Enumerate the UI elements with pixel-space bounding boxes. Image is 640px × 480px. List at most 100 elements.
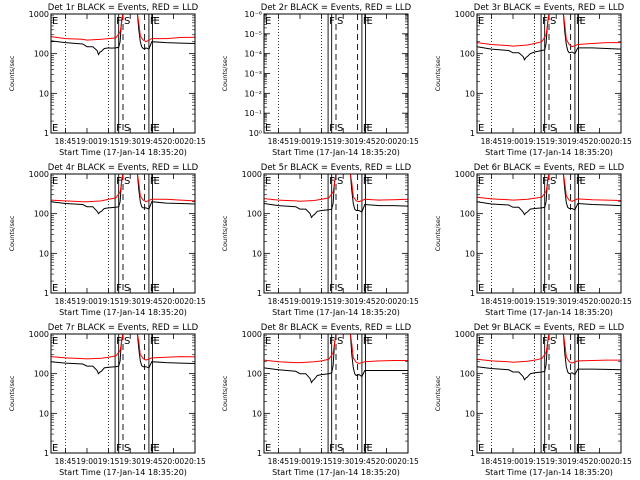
- y-tick-label: 10: [39, 249, 49, 258]
- marker-label: E: [52, 176, 58, 187]
- panel-det-2: Det 2r BLACK = Events, RED = LLD Start Ti…: [221, 3, 419, 157]
- y-tick-label: 100: [460, 50, 475, 59]
- marker-label-bottom: E: [367, 123, 373, 134]
- marker-label-bottom: S: [550, 123, 556, 134]
- x-tick-label: 19:15: [98, 137, 120, 146]
- y-tick-label: 1: [257, 289, 262, 298]
- x-axis-label: Start Time (17-Jan-14 18:35:20): [485, 468, 613, 477]
- series-events: [477, 174, 621, 216]
- x-tick-label: 19:30: [545, 137, 567, 146]
- y-axis-label: Counts/sec: [221, 375, 229, 411]
- marker-label-bottom: E: [52, 123, 58, 134]
- x-tick-label: 19:00: [76, 297, 98, 306]
- x-tick-label: 18:45: [55, 457, 77, 466]
- x-tick-label: 20:15: [397, 297, 419, 306]
- marker-label: S: [550, 176, 556, 187]
- x-tick-label: 19:00: [76, 457, 98, 466]
- x-axis-label: Start Time (17-Jan-14 18:35:20): [485, 148, 613, 157]
- x-tick-label: 19:00: [289, 297, 311, 306]
- marker-label-bottom: E: [265, 443, 271, 454]
- marker-label-bottom: E: [478, 123, 484, 134]
- marker-label-bottom: E: [580, 123, 586, 134]
- panel-det-9: Det 9r BLACK = Events, RED = LLD Start Ti…: [434, 323, 632, 477]
- y-tick-label: 1: [470, 129, 475, 138]
- y-tick-label: 10⁻⁵: [244, 30, 262, 39]
- x-tick-label: 18:45: [55, 137, 77, 146]
- y-tick-label: 1: [44, 129, 49, 138]
- y-tick-label: 10⁰: [249, 129, 262, 138]
- marker-label: E: [265, 176, 271, 187]
- x-tick-label: 18:45: [268, 297, 290, 306]
- x-tick-label: 19:45: [141, 137, 163, 146]
- x-tick-label: 20:15: [397, 137, 419, 146]
- panel-title: Det 5r BLACK = Events, RED = LLD: [261, 163, 412, 173]
- x-tick-label: 18:45: [481, 457, 503, 466]
- x-tick-label: 19:45: [354, 137, 376, 146]
- x-tick-label: 19:45: [141, 457, 163, 466]
- marker-label: E: [265, 16, 271, 27]
- panel-title: Det 1r BLACK = Events, RED = LLD: [48, 3, 199, 13]
- marker-label: E: [52, 16, 58, 27]
- plot-frame: [263, 173, 409, 294]
- plot-frame: [476, 173, 622, 294]
- plot-frame: [476, 333, 622, 454]
- marker-label-bottom: S: [124, 283, 130, 294]
- marker-label: S: [550, 16, 556, 27]
- x-tick-label: 20:15: [610, 137, 632, 146]
- x-tick-label: 20:00: [589, 297, 611, 306]
- x-tick-label: 19:15: [98, 297, 120, 306]
- panel-title: Det 8r BLACK = Events, RED = LLD: [261, 323, 412, 333]
- x-tick-label: 20:00: [376, 297, 398, 306]
- marker-label-bottom: S: [124, 123, 130, 134]
- marker-label: E: [154, 336, 160, 347]
- series-lld: [51, 174, 195, 203]
- marker-label: E: [580, 336, 586, 347]
- marker-label-bottom: S: [337, 443, 343, 454]
- x-axis-label: Start Time (17-Jan-14 18:35:20): [59, 308, 187, 317]
- plot-frame: [50, 333, 196, 454]
- x-tick-label: 18:45: [268, 457, 290, 466]
- y-tick-label: 10: [465, 89, 475, 98]
- series-lld: [477, 334, 621, 364]
- x-tick-label: 19:45: [567, 137, 589, 146]
- x-tick-label: 19:15: [524, 297, 546, 306]
- y-tick-label: 100: [34, 370, 49, 379]
- series-lld: [264, 174, 408, 203]
- x-tick-label: 20:00: [163, 457, 185, 466]
- y-tick-label: 10⁻³: [244, 70, 262, 79]
- x-tick-label: 19:00: [76, 137, 98, 146]
- y-tick-label: 10: [39, 89, 49, 98]
- y-tick-label: 1: [470, 289, 475, 298]
- series-lld: [477, 174, 621, 202]
- marker-label: S: [124, 176, 130, 187]
- x-tick-label: 19:30: [332, 297, 354, 306]
- x-tick-label: 18:45: [481, 137, 503, 146]
- y-axis-label: Counts/sec: [434, 215, 442, 251]
- plot-frame: [476, 13, 622, 134]
- panel-title: Det 4r BLACK = Events, RED = LLD: [48, 163, 199, 173]
- x-tick-label: 20:00: [163, 297, 185, 306]
- x-axis-label: Start Time (17-Jan-14 18:35:20): [485, 308, 613, 317]
- marker-label: S: [124, 16, 130, 27]
- x-tick-label: 19:00: [502, 457, 524, 466]
- series-events: [51, 174, 195, 215]
- y-tick-label: 10⁻²: [244, 89, 262, 98]
- marker-label-bottom: E: [52, 443, 58, 454]
- marker-label: S: [550, 336, 556, 347]
- panel-det-1: Det 1r BLACK = Events, RED = LLD Start Ti…: [8, 3, 206, 157]
- x-tick-label: 19:45: [141, 297, 163, 306]
- y-tick-label: 1: [44, 449, 49, 458]
- panel-title: Det 9r BLACK = Events, RED = LLD: [474, 323, 625, 333]
- y-tick-label: 1000: [29, 330, 49, 339]
- x-tick-label: 18:45: [55, 297, 77, 306]
- plot-frame: [50, 173, 196, 294]
- marker-label-bottom: E: [154, 123, 160, 134]
- marker-label-bottom: E: [478, 283, 484, 294]
- marker-label-bottom: E: [154, 443, 160, 454]
- plot-frame: [263, 13, 409, 134]
- marker-label-bottom: E: [265, 123, 271, 134]
- y-tick-label: 100: [247, 370, 262, 379]
- series-events: [264, 174, 408, 219]
- plot-frame: [263, 333, 409, 454]
- x-tick-label: 20:00: [376, 457, 398, 466]
